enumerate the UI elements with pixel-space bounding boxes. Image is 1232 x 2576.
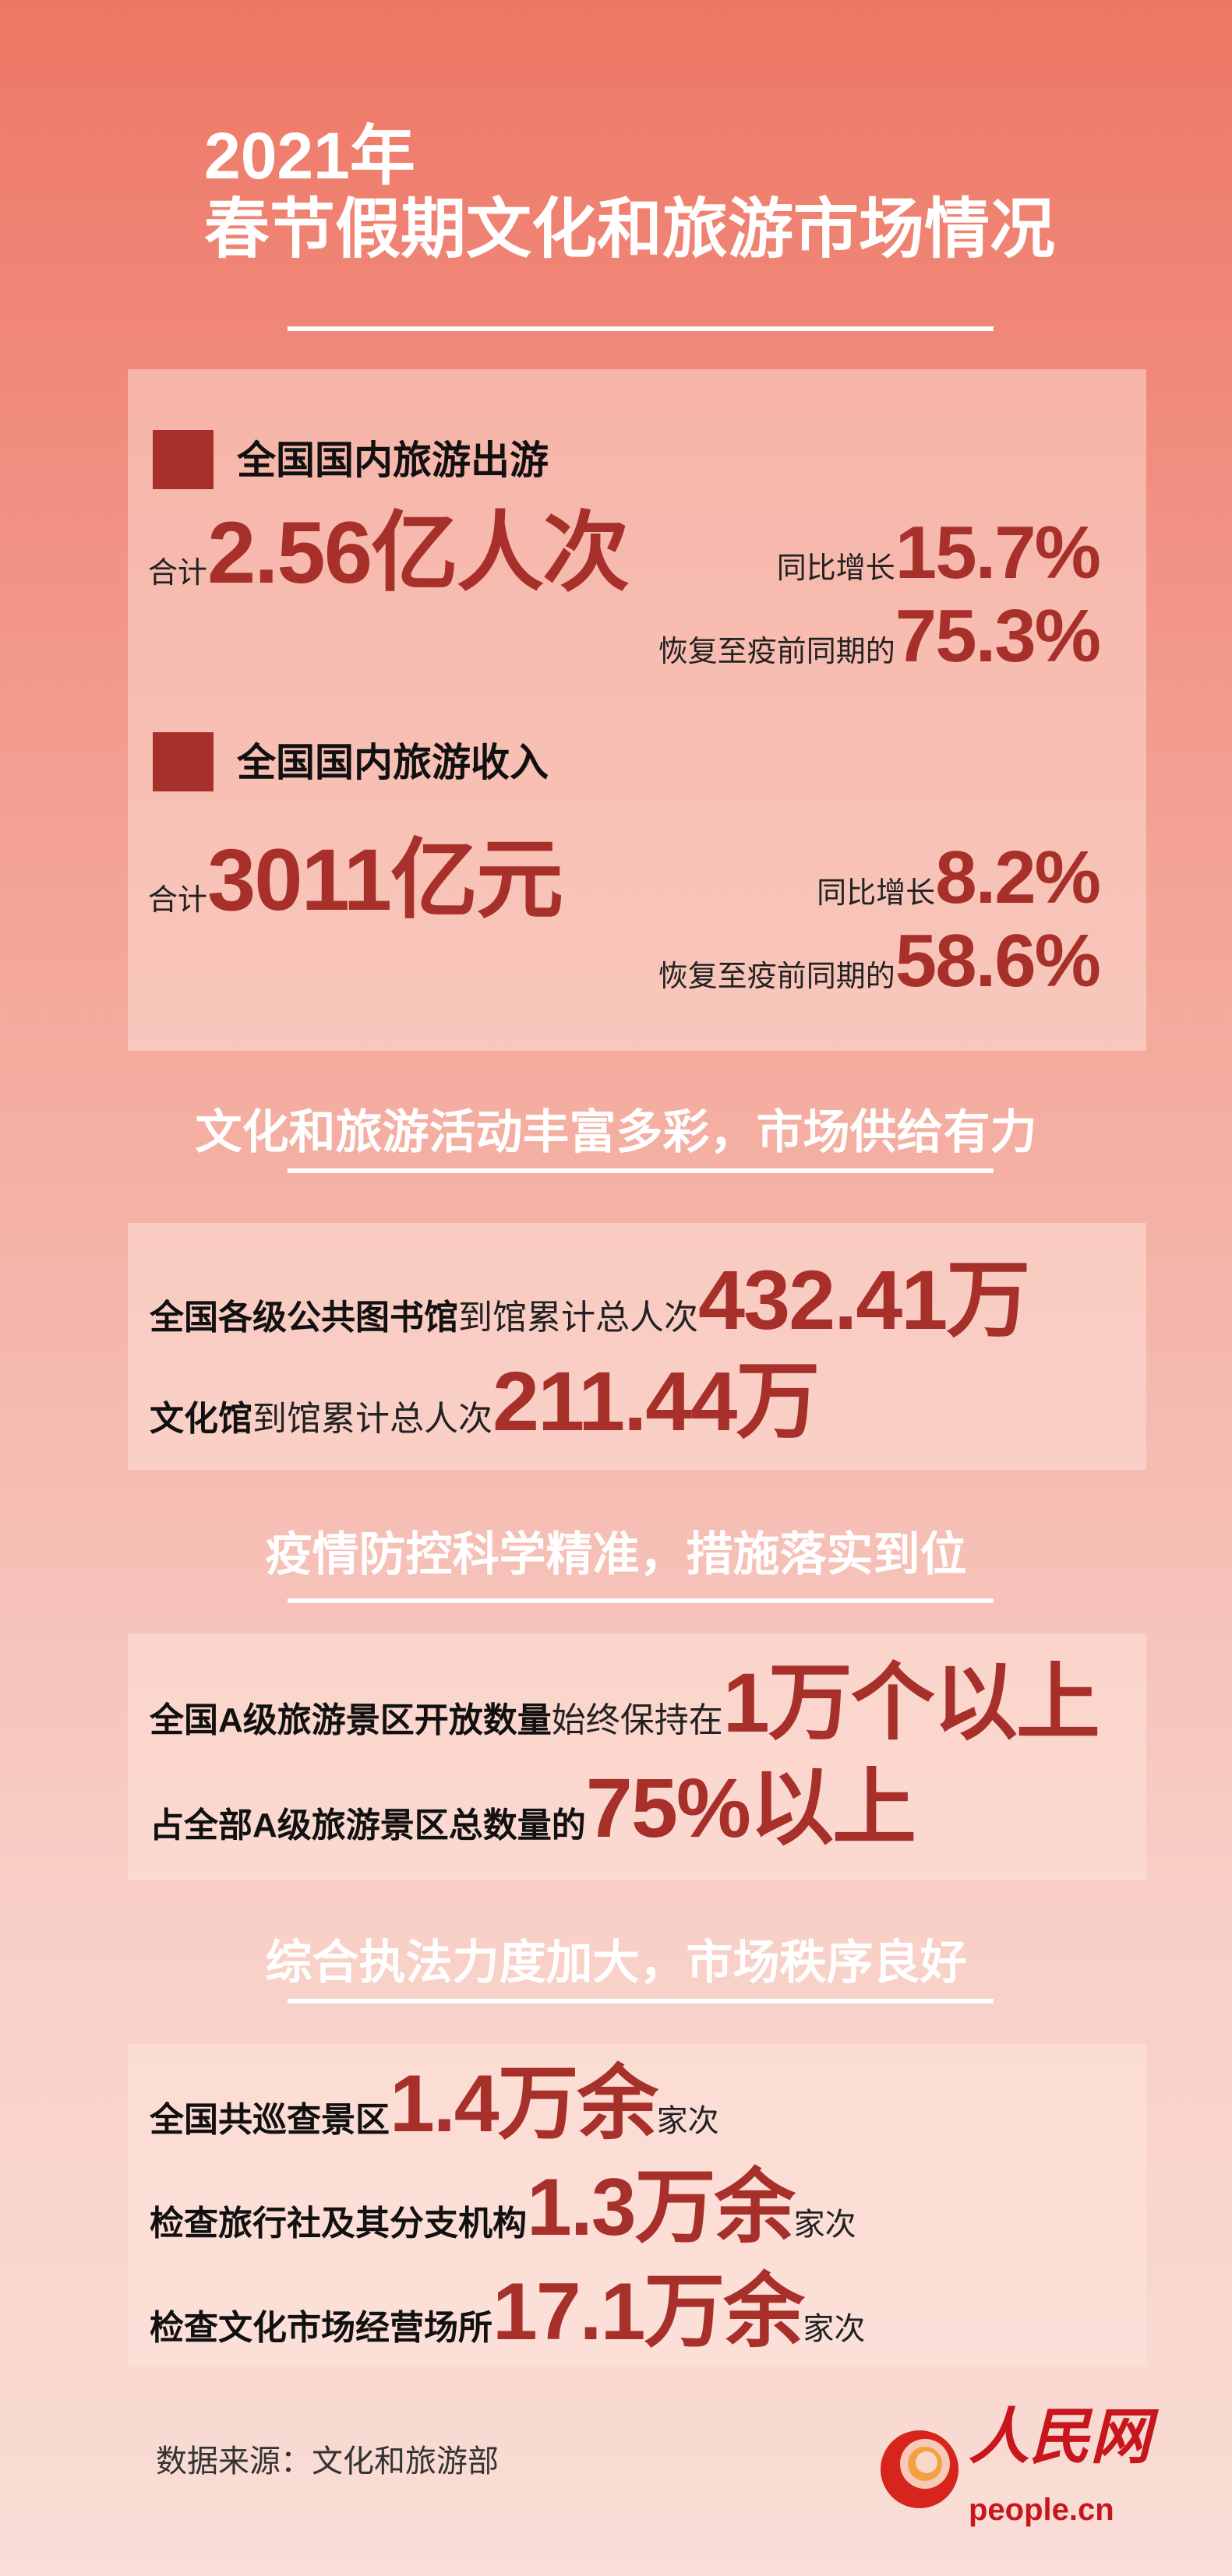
page-title: 春节假期文化和旅游市场情况 [204, 192, 1056, 266]
library-visits-value: 432.41万 [698, 1253, 1030, 1347]
row-label-bold: 全国各级公共图书馆 [150, 1299, 458, 1337]
people-cn-logo: 人民网 people.cn [877, 2407, 1151, 2539]
cultural-center-visits: 文化馆 到馆累计总人次 211.44万 [150, 1354, 820, 1448]
revenue-recover: 恢复至疫前同期的 58.6% [658, 919, 1101, 1003]
section2-divider [288, 1168, 994, 1173]
revenue-yoy-value: 8.2% [935, 836, 1101, 919]
row-label: 全国共巡查景区 [150, 2101, 390, 2139]
revenue-yoy: 同比增长 8.2% [817, 836, 1101, 919]
open-share-value: 75%以上 [585, 1760, 916, 1855]
section3-heading: 疫情防控科学精准，措施落实到位 [265, 1528, 967, 1580]
scenic-inspections-value: 1.4万余 [390, 2059, 658, 2149]
row-label: 始终保持在 [551, 1701, 723, 1739]
epidemic-control-panel: 全国A级旅游景区开放数量 始终保持在 1万个以上 占全部A级旅游景区总数量的 7… [128, 1633, 1146, 1880]
row-label: 到馆累计总人次 [458, 1299, 698, 1337]
section4-divider [288, 1999, 994, 2003]
trips-yoy: 同比增长 15.7% [776, 511, 1101, 594]
trips-total-value: 2.56亿人次 [207, 504, 630, 601]
open-scenic-areas-value: 1万个以上 [722, 1655, 1100, 1750]
data-source: 数据来源：文化和旅游部 [156, 2444, 499, 2479]
revenue-total-value: 3011亿元 [207, 831, 563, 929]
trips-recover: 恢复至疫前同期的 75.3% [658, 594, 1101, 678]
row-label-bold: 文化馆 [150, 1400, 252, 1438]
enforcement-panel: 全国共巡查景区 1.4万余 家次 检查旅行社及其分支机构 1.3万余 家次 检查… [128, 2044, 1146, 2365]
logo-emblem-icon [881, 2430, 958, 2508]
row-label: 到馆累计总人次 [252, 1400, 492, 1438]
revenue-total: 合计 3011亿元 [148, 831, 563, 929]
trips-total: 合计 2.56亿人次 [148, 504, 630, 601]
trips-yoy-label: 同比增长 [776, 552, 895, 585]
open-scenic-areas: 全国A级旅游景区开放数量 始终保持在 1万个以上 [150, 1655, 1100, 1750]
section-marker [153, 732, 214, 791]
logo-text: 人民网 [969, 2402, 1152, 2472]
agency-inspections-value: 1.3万余 [527, 2162, 796, 2253]
trips-recover-label: 恢复至疫前同期的 [658, 636, 895, 668]
trips-yoy-value: 15.7% [895, 511, 1101, 594]
row-label-bold: 全国A级旅游景区开放数量 [150, 1701, 552, 1739]
open-share: 占全部A级旅游景区总数量的 75%以上 [150, 1760, 916, 1855]
revenue-yoy-label: 同比增长 [817, 877, 936, 910]
cultural-center-value: 211.44万 [492, 1354, 820, 1448]
title-divider [288, 326, 994, 331]
logo-domain: people.cn [969, 2493, 1114, 2527]
venue-inspections-value: 17.1万余 [492, 2267, 804, 2357]
revenue-heading: 全国国内旅游收入 [237, 741, 549, 784]
title-year: 2021年 [204, 119, 415, 192]
library-visits: 全国各级公共图书馆 到馆累计总人次 432.41万 [150, 1253, 1030, 1347]
unit-label: 家次 [803, 2312, 866, 2346]
revenue-recover-label: 恢复至疫前同期的 [658, 960, 895, 993]
culture-panel: 全国各级公共图书馆 到馆累计总人次 432.41万 文化馆 到馆累计总人次 21… [128, 1223, 1146, 1470]
domestic-tourism-panel: 全国国内旅游出游 合计 2.56亿人次 同比增长 15.7% 恢复至疫前同期的 … [128, 369, 1146, 1051]
agency-inspections: 检查旅行社及其分支机构 1.3万余 家次 [150, 2167, 856, 2248]
revenue-recover-value: 58.6% [895, 919, 1101, 1003]
section2-heading: 文化和旅游活动丰富多彩，市场供给有力 [195, 1106, 1037, 1158]
unit-label: 家次 [793, 2208, 856, 2242]
trips-total-label: 合计 [148, 557, 208, 590]
row-label-bold: 占全部A级旅游景区总数量的 [150, 1806, 586, 1845]
trips-heading: 全国国内旅游出游 [237, 439, 549, 482]
row-label: 检查旅行社及其分支机构 [150, 2204, 527, 2243]
section-marker [153, 430, 214, 489]
section3-divider [288, 1598, 994, 1603]
trips-recover-value: 75.3% [895, 594, 1101, 678]
revenue-total-label: 合计 [148, 884, 208, 917]
venue-inspections: 检查文化市场经营场所 17.1万余 家次 [150, 2271, 865, 2352]
scenic-inspections: 全国共巡查景区 1.4万余 家次 [150, 2063, 719, 2144]
section4-heading: 综合执法力度加大，市场秩序良好 [265, 1936, 967, 1989]
row-label: 检查文化市场经营场所 [150, 2309, 492, 2347]
unit-label: 家次 [656, 2104, 719, 2138]
